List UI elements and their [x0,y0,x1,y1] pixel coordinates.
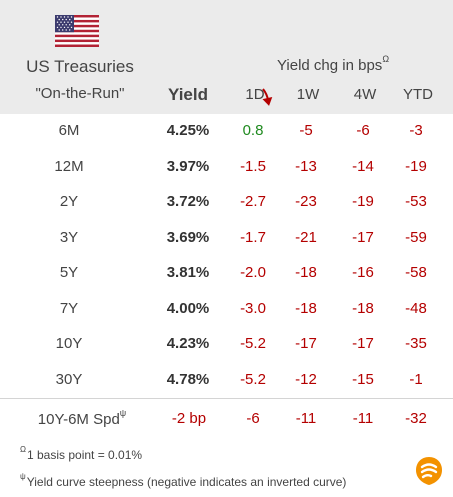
tenor-cell: 12M [54,157,84,175]
change-1w-cell: -17 [295,335,317,352]
tenor-cell: 3Y [59,228,79,246]
footnote-marker: ψ [20,472,26,481]
tenor-cell: 6M [58,122,80,139]
change-1w-cell: -12 [295,370,317,388]
change-1w-cell: -5 [299,122,313,139]
column-header-ytd: YTD [403,86,433,103]
yield-cell: 4.23% [166,335,210,352]
yield-column-header: Yield [168,85,208,104]
footnote-text: Yield curve steepness (negative indicate… [26,475,347,489]
tenor-cell: 5Y [59,264,79,281]
yield-cell: 3.72% [166,193,210,210]
table-title: US Treasuries [26,57,134,76]
table-row: 5Y 3.81% -2.0 -18 -16 -58 [0,256,453,291]
table-row: 2Y 3.72% -2.7 -23 -19 -53 [0,185,453,220]
change-ytd-cell: -35 [405,335,427,352]
change-1w-cell: -13 [295,157,317,175]
change-1d-cell: -2.0 [240,264,266,281]
brand-logo-icon [415,456,443,486]
spread-label-marker: ψ [119,408,127,418]
change-ytd-cell: -59 [405,228,427,246]
table-row: 3Y 3.69% -1.7 -21 -17 -59 [0,221,453,256]
change-1d-cell: 0.8 [242,122,264,139]
change-4w-cell: -17 [352,228,374,246]
divider [0,398,453,399]
column-header-1d: 1D [245,86,265,103]
change-ytd-cell: -3 [409,122,423,139]
yield-cell: 4.78% [166,370,210,388]
change-header: Yield chg in bpsΩ [258,54,408,74]
table-row: 10Y 4.23% -5.2 -17 -17 -35 [0,327,453,362]
footnote-curve-steepness: ψYield curve steepness (negative indicat… [20,472,347,489]
spread-label: 10Y-6M Spdψ [24,408,140,428]
change-ytd-cell: -53 [405,193,427,210]
change-1w-cell: -21 [295,228,317,246]
change-1d-cell: -2.7 [240,193,266,210]
table-row: 7Y 4.00% -3.0 -18 -18 -48 [0,292,453,327]
table-row: 12M 3.97% -1.5 -13 -14 -19 [0,150,453,185]
footnote-basis-point: Ω1 basis point = 0.01% [20,445,143,462]
yield-cell: 4.00% [166,299,210,317]
footnote-marker: Ω [20,445,26,454]
tenor-cell: 7Y [59,299,79,317]
us-flag-icon [55,15,99,47]
table-subtitle: "On-the-Run" [35,85,125,102]
spread-1w: -11 [295,410,317,427]
column-header-4w: 4W [353,86,377,103]
table-header: US Treasuries "On-the-Run" Yield chg in … [0,0,453,114]
change-1w-cell: -18 [295,264,317,281]
change-4w-cell: -18 [352,299,374,317]
spread-ytd: -32 [405,410,427,427]
change-4w-cell: -19 [352,193,374,210]
change-1d-cell: -5.2 [240,370,266,388]
yield-cell: 3.81% [166,264,210,281]
yield-cell: 4.25% [166,122,210,139]
change-header-label: Yield chg in bps [276,57,383,74]
yield-cell: 3.97% [166,157,210,175]
change-ytd-cell: -1 [409,370,423,388]
spread-1d: -6 [246,410,260,427]
spread-row: 10Y-6M Spdψ -2 bp -6 -11 -11 -32 [0,402,453,437]
change-4w-cell: -14 [352,157,374,175]
table-row: 6M 4.25% 0.8 -5 -6 -3 [0,114,453,149]
change-ytd-cell: -19 [405,157,427,175]
down-arrow-icon [260,86,276,108]
column-header-1w: 1W [296,86,320,103]
yield-cell: 3.69% [166,228,210,246]
spread-yield: -2 bp [171,410,207,427]
spread-label-text: 10Y-6M Spd [37,411,120,428]
tenor-cell: 10Y [55,335,83,352]
footnote-text: 1 basis point = 0.01% [26,448,143,462]
change-ytd-cell: -48 [405,299,427,317]
change-1d-cell: -1.7 [240,228,266,246]
spread-4w: -11 [352,410,374,427]
change-4w-cell: -17 [352,335,374,352]
tenor-cell: 2Y [59,193,79,210]
change-1w-cell: -23 [295,193,317,210]
change-4w-cell: -15 [352,370,374,388]
change-4w-cell: -6 [356,122,370,139]
change-4w-cell: -16 [352,264,374,281]
change-header-marker: Ω [382,54,390,64]
change-1d-cell: -5.2 [240,335,266,352]
change-1w-cell: -18 [295,299,317,317]
table-row: 30Y 4.78% -5.2 -12 -15 -1 [0,363,453,398]
change-1d-cell: -1.5 [240,157,266,175]
change-ytd-cell: -58 [405,264,427,281]
tenor-cell: 30Y [55,370,83,388]
change-1d-cell: -3.0 [240,299,266,317]
